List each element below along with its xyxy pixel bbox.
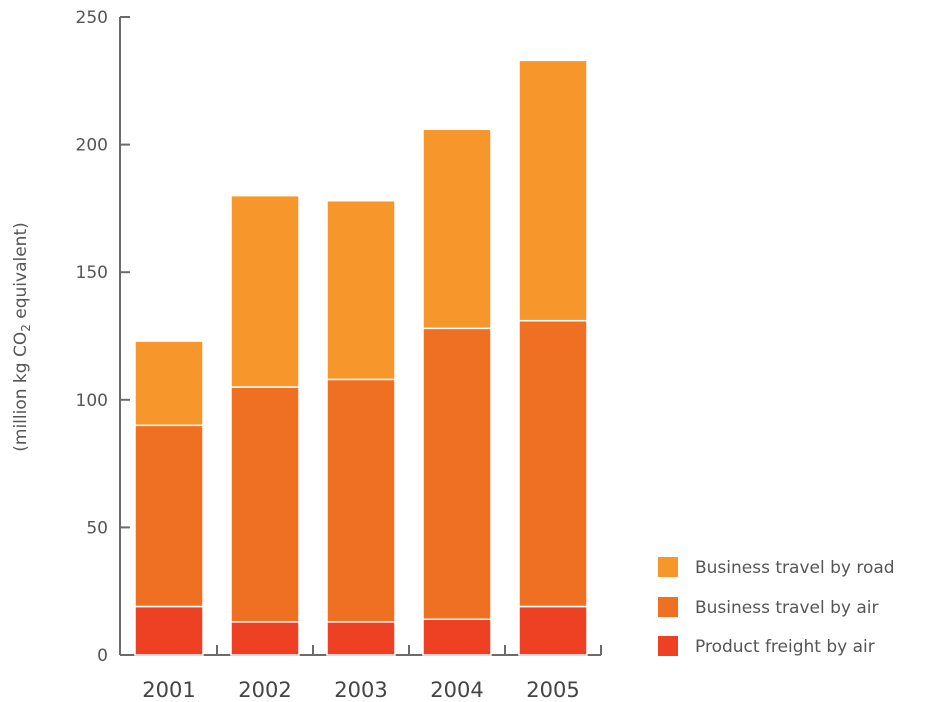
legend-label: Product freight by air xyxy=(695,637,875,657)
legend: Business travel by road Business travel b… xyxy=(658,557,895,657)
x-axis: 2001 2002 2003 2004 2005 xyxy=(120,645,602,702)
legend-swatch xyxy=(658,636,678,656)
bar-segment xyxy=(134,424,204,608)
bar-segment xyxy=(326,378,396,623)
bar-segment xyxy=(422,327,492,621)
bar-segment xyxy=(134,340,204,427)
y-tick-label: 100 xyxy=(76,391,108,411)
bar-segment xyxy=(230,194,300,388)
x-tick-label: 2004 xyxy=(430,678,483,702)
y-tick-label: 150 xyxy=(76,263,108,283)
legend-swatch xyxy=(658,557,678,577)
bar-segment xyxy=(518,319,588,608)
bar-segment xyxy=(134,605,204,656)
y-axis-label-suffix: equivalent) xyxy=(11,222,31,324)
bar-segment xyxy=(326,199,396,381)
y-axis-label: (million kg CO2 equivalent) xyxy=(11,222,33,452)
y-axis-label-prefix: (million kg CO xyxy=(11,332,31,452)
y-tick-label: 250 xyxy=(76,8,108,28)
y-axis: 0 50 100 150 200 250 xyxy=(76,8,130,666)
bar-segment xyxy=(326,621,396,656)
bar-segment xyxy=(230,621,300,656)
bar-segment xyxy=(422,618,492,656)
x-tick-label: 2002 xyxy=(238,678,291,702)
legend-swatch xyxy=(658,597,678,617)
legend-label: Business travel by air xyxy=(695,598,878,618)
x-tick-label: 2005 xyxy=(526,678,579,702)
y-tick-label: 0 xyxy=(97,646,108,666)
bar-segment xyxy=(518,59,588,322)
x-tick-label: 2001 xyxy=(142,678,195,702)
bar-segment xyxy=(230,386,300,623)
bars xyxy=(134,59,588,656)
y-axis-label-subscript: 2 xyxy=(19,324,33,332)
x-tick-label: 2003 xyxy=(334,678,387,702)
bar-segment xyxy=(518,605,588,656)
y-tick-label: 200 xyxy=(76,136,108,156)
legend-label: Business travel by road xyxy=(695,558,895,578)
bar-segment xyxy=(422,128,492,330)
y-tick-label: 50 xyxy=(86,518,108,538)
